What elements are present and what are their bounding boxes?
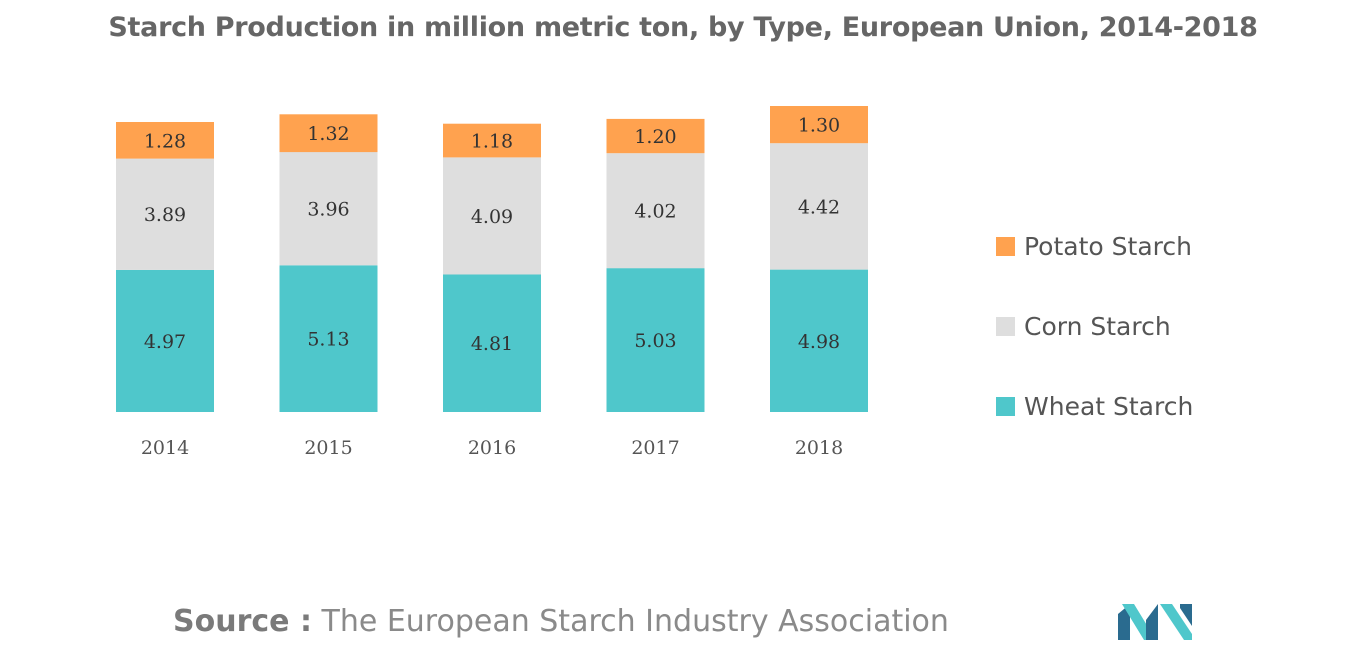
bar-wheat-starch-2018	[770, 269, 868, 412]
bar-potato-starch-2015	[279, 114, 378, 153]
data-label-wheat-starch-2016: 4.81	[471, 333, 513, 355]
data-label-wheat-starch-2015: 5.13	[307, 329, 349, 351]
bar-wheat-starch-2015	[279, 265, 378, 412]
data-label-potato-starch-2017: 1.20	[634, 126, 676, 148]
source-label: Source :	[173, 604, 312, 639]
stacked-bar-chart: 4.97 3.89 1.28 2014 5.13 3.96 1.32 2015 4.81 4.09…	[116, 106, 868, 459]
legend-swatch-wheat-starch	[996, 396, 1015, 416]
bar-potato-starch-2018	[770, 106, 868, 144]
bar-corn-starch-2016	[443, 157, 541, 275]
legend-label-wheat-starch: Wheat Starch	[1024, 391, 1194, 421]
legend-item-wheat-starch: Wheat Starch	[996, 388, 1193, 424]
data-label-potato-starch-2014: 1.28	[144, 130, 186, 152]
data-label-potato-starch-2018: 1.30	[798, 115, 840, 137]
bar-corn-starch-2014	[116, 158, 214, 270]
data-label-corn-starch-2017: 4.02	[634, 201, 676, 223]
logo-right-diagonal	[1160, 604, 1192, 640]
logo-right-leg	[1180, 604, 1192, 626]
x-tick-label-2014: 2014	[141, 437, 189, 459]
logo-middle-leg	[1146, 604, 1158, 640]
x-tick-label-2016: 2016	[468, 437, 516, 459]
bar-corn-starch-2015	[279, 152, 378, 266]
data-label-potato-starch-2015: 1.32	[307, 123, 349, 145]
data-label-potato-starch-2016: 1.18	[471, 131, 513, 153]
bar-wheat-starch-2016	[443, 274, 541, 412]
mordor-intelligence-logo-icon	[1118, 604, 1192, 640]
data-label-corn-starch-2018: 4.42	[798, 196, 840, 218]
x-tick-label-2017: 2017	[631, 437, 679, 459]
source-text: The European Starch Industry Association	[321, 604, 949, 639]
legend-swatch-corn-starch	[996, 316, 1015, 336]
legend-item-potato-starch: Potato Starch	[996, 228, 1193, 264]
bar-potato-starch-2014	[116, 122, 214, 159]
bar-wheat-starch-2017	[606, 268, 705, 412]
bar-wheat-starch-2014	[116, 269, 214, 412]
x-tick-label-2015: 2015	[304, 437, 352, 459]
data-label-corn-starch-2016: 4.09	[471, 206, 513, 228]
bar-corn-starch-2017	[606, 153, 705, 269]
legend-swatch-potato-starch	[996, 236, 1015, 256]
data-label-wheat-starch-2018: 4.98	[798, 331, 840, 353]
data-label-wheat-starch-2017: 5.03	[634, 330, 676, 352]
legend-label-corn-starch: Corn Starch	[1024, 311, 1171, 341]
bar-potato-starch-2016	[443, 123, 541, 158]
legend-label-potato-starch: Potato Starch	[1024, 231, 1192, 261]
legend-item-corn-starch: Corn Starch	[996, 308, 1193, 344]
bar-corn-starch-2018	[770, 143, 868, 270]
logo-left-leg	[1118, 604, 1130, 640]
source-note: Source : The European Starch Industry As…	[173, 604, 949, 639]
chart-title: Starch Production in million metric ton,…	[108, 12, 1258, 43]
data-label-corn-starch-2014: 3.89	[144, 204, 186, 226]
chart-legend: Potato Starch Corn Starch Wheat Starch	[996, 228, 1193, 468]
x-tick-label-2018: 2018	[795, 437, 843, 459]
data-label-corn-starch-2015: 3.96	[307, 199, 349, 221]
data-label-wheat-starch-2014: 4.97	[144, 331, 186, 353]
bar-potato-starch-2017	[606, 118, 705, 154]
